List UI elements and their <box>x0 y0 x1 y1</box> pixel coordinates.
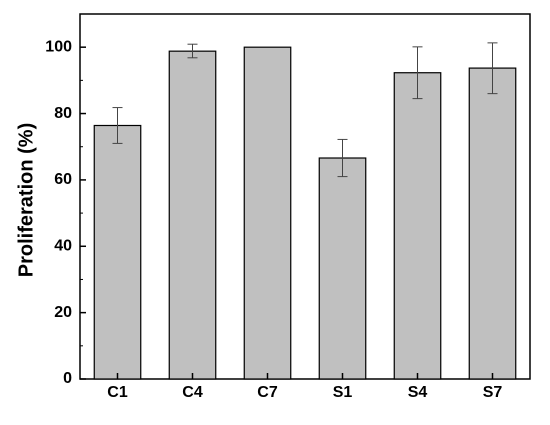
x-tick-label-c1: C1 <box>107 384 128 401</box>
x-tick-label-c4: C4 <box>182 384 203 401</box>
bar-s7 <box>468 67 517 380</box>
bar-c4 <box>168 50 217 380</box>
y-tick-label: 80 <box>54 105 72 122</box>
x-tick-label-s1: S1 <box>333 384 353 401</box>
y-tick-label: 100 <box>45 38 72 55</box>
x-tick-label-c7: C7 <box>257 384 278 401</box>
bar-s4 <box>393 72 442 380</box>
bar-s1 <box>318 157 367 380</box>
x-tick-label-s7: S7 <box>483 384 503 401</box>
plot-frame <box>79 13 531 380</box>
y-tick-label: 20 <box>54 304 72 321</box>
y-tick-label: 60 <box>54 171 72 188</box>
y-axis-title: Proliferation (%) <box>15 123 37 277</box>
y-tick-label: 40 <box>54 237 72 254</box>
y-tick-label: 0 <box>63 370 72 387</box>
bar-c7 <box>243 46 292 380</box>
bar-c1 <box>93 124 142 380</box>
x-tick-label-s4: S4 <box>408 384 428 401</box>
